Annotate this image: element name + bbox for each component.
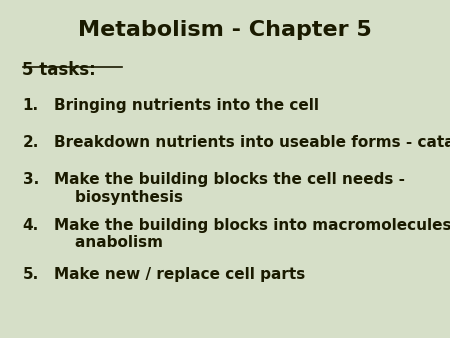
Text: Make new / replace cell parts: Make new / replace cell parts [54,267,305,282]
Text: 1.: 1. [22,98,39,113]
Text: Metabolism - Chapter 5: Metabolism - Chapter 5 [78,20,372,40]
Text: 5 tasks:: 5 tasks: [22,61,96,79]
Text: Breakdown nutrients into useable forms - catabolism: Breakdown nutrients into useable forms -… [54,135,450,150]
Text: Make the building blocks into macromolecules -
    anabolism: Make the building blocks into macromolec… [54,218,450,250]
Text: 4.: 4. [22,218,39,233]
Text: Make the building blocks the cell needs -
    biosynthesis: Make the building blocks the cell needs … [54,172,405,205]
Text: 3.: 3. [22,172,39,187]
Text: 5.: 5. [22,267,39,282]
Text: 2.: 2. [22,135,39,150]
Text: Bringing nutrients into the cell: Bringing nutrients into the cell [54,98,319,113]
